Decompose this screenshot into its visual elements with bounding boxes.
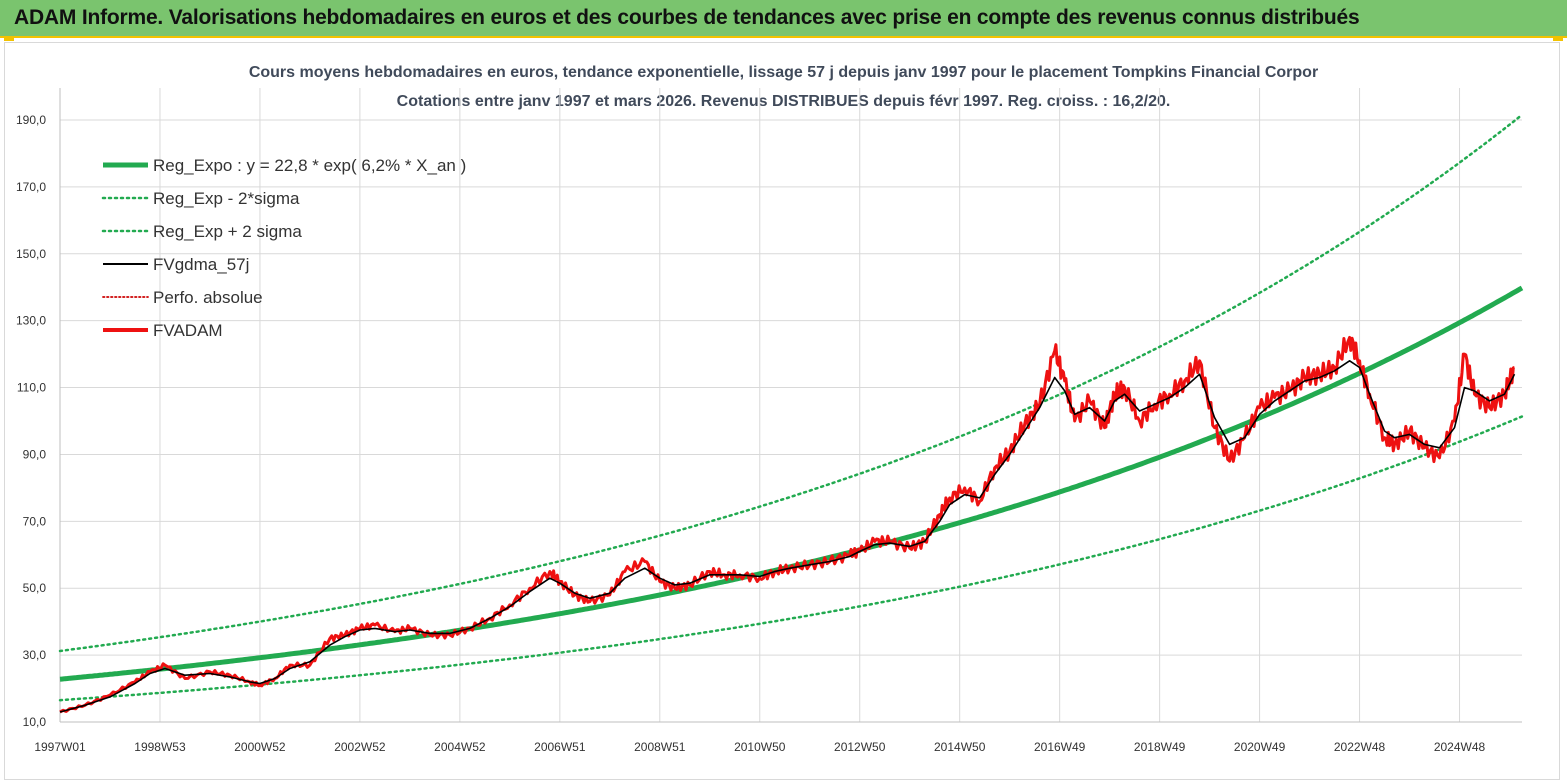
x-axis-ticks: 1997W01 1998W53 2000W52 2002W52 2004W52 2006W… xyxy=(34,740,1485,754)
x-tick-label: 2014W50 xyxy=(934,740,986,754)
legend-label: Perfo. absolue xyxy=(153,288,263,307)
gridlines xyxy=(59,88,1522,723)
x-tick-label: 1997W01 xyxy=(34,740,86,754)
y-tick-label: 90,0 xyxy=(23,447,47,461)
header-bar: ADAM Informe. Valorisations hebdomadaire… xyxy=(0,0,1567,38)
x-tick-label: 2012W50 xyxy=(834,740,886,754)
y-tick-label: 150,0 xyxy=(16,247,46,261)
legend-label: FVADAM xyxy=(153,321,223,340)
reg-exp-minus-2sigma-line xyxy=(58,415,1524,702)
y-tick-label: 10,0 xyxy=(23,715,47,729)
y-tick-label: 50,0 xyxy=(23,581,47,595)
x-tick-label: 2024W48 xyxy=(1434,740,1486,754)
x-tick-label: 2022W48 xyxy=(1334,740,1386,754)
legend-label: FVgdma_57j xyxy=(153,255,249,274)
fvgdma-57j-line xyxy=(59,360,1516,713)
legend-label: Reg_Exp - 2*sigma xyxy=(153,189,300,208)
x-tick-label: 2004W52 xyxy=(434,740,486,754)
fvadam-line xyxy=(59,335,1515,714)
x-tick-label: 2006W51 xyxy=(534,740,586,754)
x-tick-label: 2016W49 xyxy=(1034,740,1086,754)
series-lines xyxy=(58,113,1524,714)
chart-title: Cours moyens hebdomadaires en euros, ten… xyxy=(248,64,1319,81)
y-tick-label: 30,0 xyxy=(23,648,47,662)
x-tick-label: 2008W51 xyxy=(634,740,686,754)
chart-frame xyxy=(4,42,1560,780)
x-tick-label: 2000W52 xyxy=(234,740,286,754)
report-title: ADAM Informe. Valorisations hebdomadaire… xyxy=(14,6,1360,29)
legend: Reg_Expo : y = 22,8 * exp( 6,2% * X_an )… xyxy=(101,156,466,340)
y-tick-label: 70,0 xyxy=(23,514,47,528)
x-tick-label: 2018W49 xyxy=(1134,740,1186,754)
y-tick-label: 130,0 xyxy=(16,314,46,328)
chart-subtitle: Cotations entre janv 1997 et mars 2026. … xyxy=(396,93,1171,110)
x-tick-label: 2002W52 xyxy=(334,740,386,754)
y-tick-label: 170,0 xyxy=(16,180,46,194)
x-tick-label: 2010W50 xyxy=(734,740,786,754)
frame-corner-right xyxy=(1553,38,1563,41)
legend-label: Reg_Exp + 2 sigma xyxy=(153,222,302,241)
frame-corner-left xyxy=(4,38,14,41)
x-tick-label: 1998W53 xyxy=(134,740,186,754)
x-tick-label: 2020W49 xyxy=(1234,740,1286,754)
reg-expo-line xyxy=(59,285,1524,682)
y-axis-ticks: 190,0 170,0 150,0 130,0 110,0 90,0 70,0 50,0 30,… xyxy=(16,113,46,729)
y-tick-label: 110,0 xyxy=(17,381,46,395)
reg-exp-plus-2sigma-line xyxy=(58,113,1524,653)
legend-label: Reg_Expo : y = 22,8 * exp( 6,2% * X_an ) xyxy=(153,156,466,175)
y-tick-label: 190,0 xyxy=(16,113,46,127)
